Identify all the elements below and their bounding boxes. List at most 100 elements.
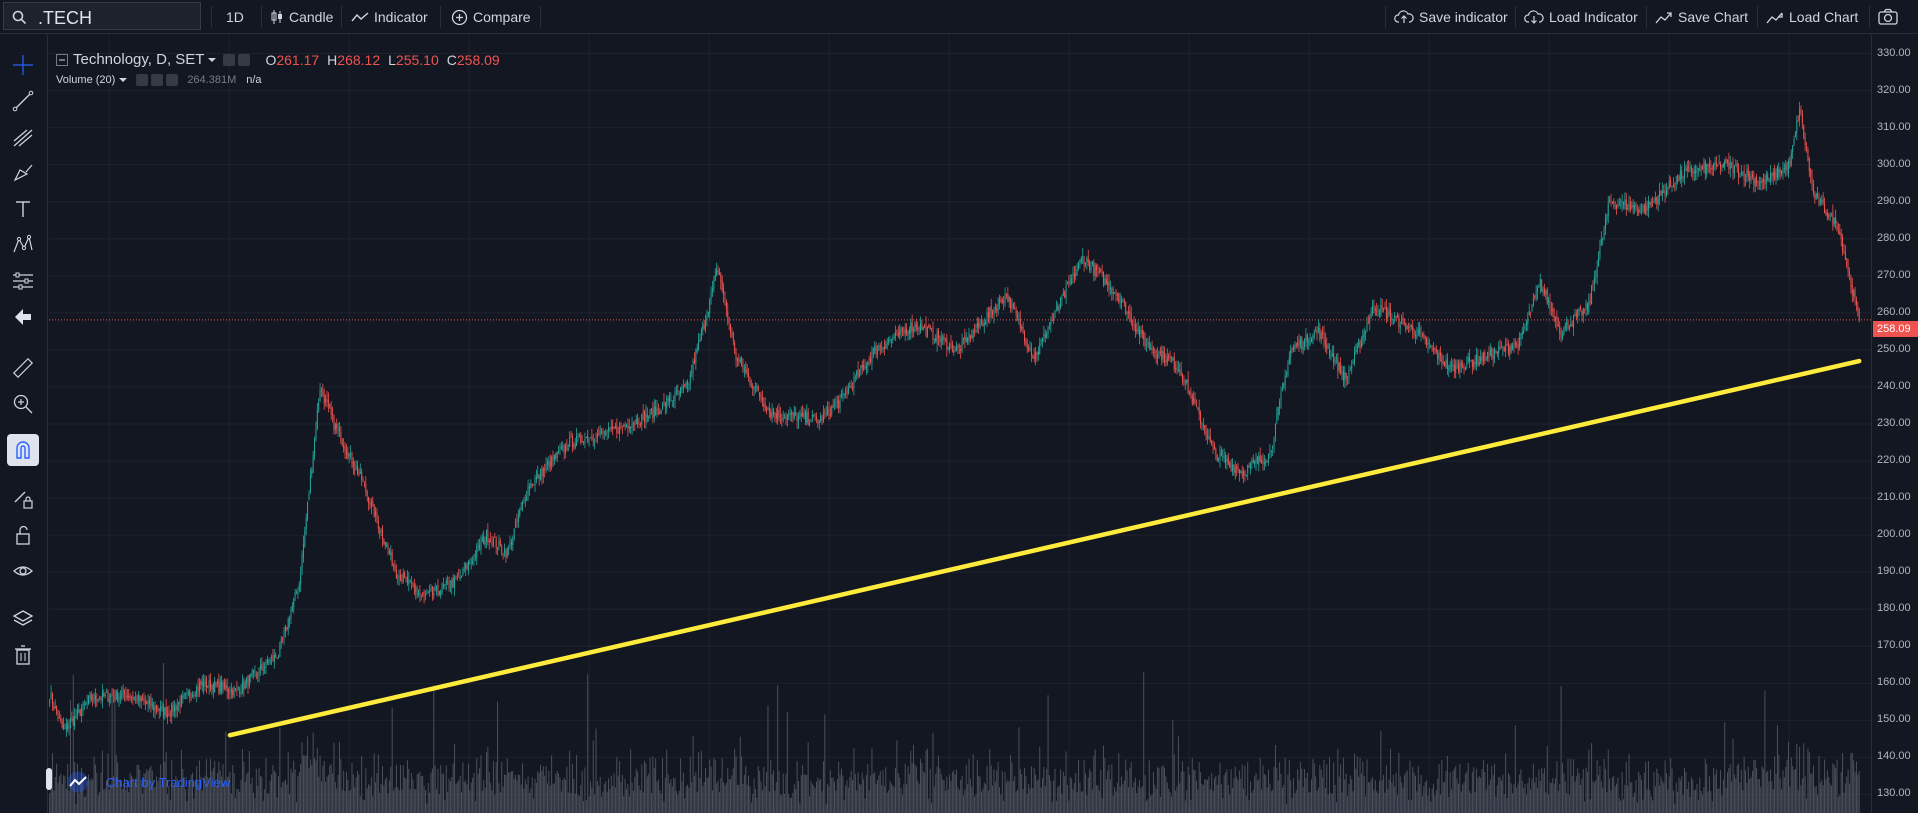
caret-down-icon[interactable] <box>118 75 128 85</box>
volume-bar <box>72 674 74 813</box>
hide-icon[interactable] <box>238 53 251 66</box>
volume-bar <box>1071 778 1073 813</box>
volume-bar <box>1266 787 1268 813</box>
save-indicator-button[interactable]: Save indicator <box>1394 0 1508 34</box>
volume-bar <box>1137 786 1139 813</box>
volume-bar <box>1186 790 1188 813</box>
series-title[interactable]: Technology, D, SET <box>73 51 205 68</box>
candle-body <box>72 717 74 726</box>
volume-bar <box>290 768 292 813</box>
pane-resize-handle[interactable] <box>46 768 52 790</box>
volume-bar <box>1111 764 1113 813</box>
candle-body <box>1408 327 1410 328</box>
volume-bar <box>1581 778 1583 813</box>
collapse-icon[interactable] <box>56 53 68 66</box>
measure-tool[interactable] <box>8 353 38 383</box>
volume-title[interactable]: Volume (20) <box>56 74 116 86</box>
volume-bar <box>269 780 271 813</box>
candle-body <box>936 331 938 344</box>
candle-body <box>1812 184 1814 194</box>
visibility-tool[interactable] <box>8 556 38 586</box>
crosshair-tool[interactable] <box>8 50 38 80</box>
compare-button[interactable]: Compare <box>451 0 531 34</box>
volume-bar <box>964 789 966 813</box>
candle-body <box>383 539 385 544</box>
volume-bar <box>505 775 507 813</box>
screenshot-button[interactable] <box>1877 0 1904 34</box>
volume-bar <box>1319 764 1321 813</box>
prediction-tool[interactable] <box>8 266 38 296</box>
price-chart[interactable] <box>49 35 1871 813</box>
candle-body <box>483 536 485 545</box>
volume-bar <box>1474 791 1476 813</box>
candle-body <box>83 704 85 706</box>
volume-bar <box>239 791 241 813</box>
candle-body <box>155 704 157 710</box>
volume-bar <box>742 783 744 813</box>
candle-body <box>1771 173 1773 176</box>
save-chart-button[interactable]: Save Chart <box>1655 0 1748 34</box>
volume-bar <box>906 784 908 813</box>
symbol-search[interactable]: .TECH <box>3 2 201 30</box>
volume-bar <box>1396 795 1398 813</box>
load-indicator-button[interactable]: Load Indicator <box>1524 0 1638 34</box>
load-chart-button[interactable]: Load Chart <box>1766 0 1858 34</box>
brush-tool[interactable] <box>8 158 38 188</box>
candle-body <box>652 408 654 419</box>
tradingview-credit[interactable]: Chart by TradingView <box>64 771 230 793</box>
candle-body <box>642 411 644 413</box>
magnet-tool[interactable] <box>7 434 39 466</box>
volume-bar <box>110 784 112 813</box>
candle-body <box>1201 424 1203 426</box>
lock-drawing-tool[interactable] <box>8 484 38 514</box>
interval-button[interactable]: 1D <box>226 0 244 34</box>
indicator-button[interactable]: Indicator <box>351 0 428 34</box>
pattern-tool[interactable] <box>8 230 38 260</box>
settings-icon[interactable] <box>223 53 236 66</box>
lock-tool[interactable] <box>8 520 38 550</box>
volume-bar <box>1317 787 1319 813</box>
back-arrow-tool[interactable] <box>8 302 38 332</box>
caret-down-icon[interactable] <box>207 55 217 65</box>
close-icon[interactable] <box>166 74 179 86</box>
volume-bar <box>1574 781 1576 813</box>
volume-bar <box>445 765 447 813</box>
candle-body <box>390 551 392 556</box>
volume-bar <box>599 776 601 813</box>
candle-body <box>1118 293 1120 303</box>
object-tree-tool[interactable] <box>8 604 38 634</box>
volume-bar <box>458 780 460 813</box>
candle-body <box>965 337 967 343</box>
symbol-input-value[interactable]: .TECH <box>38 8 92 28</box>
volume-bar <box>1252 789 1254 813</box>
candle-body <box>363 483 365 485</box>
candle-body <box>759 392 761 397</box>
volume-bar <box>1537 788 1539 813</box>
candle-body <box>1543 288 1545 294</box>
candle-body <box>556 451 558 459</box>
candle-body <box>512 537 514 546</box>
zoom-tool[interactable] <box>8 389 38 419</box>
volume-bar <box>112 776 114 813</box>
fib-tool[interactable] <box>8 122 38 152</box>
volume-bar <box>754 788 756 813</box>
candle-body <box>962 337 964 341</box>
candle-body <box>1363 330 1365 338</box>
candle-body <box>1534 295 1536 297</box>
text-tool[interactable] <box>8 194 38 224</box>
remove-drawings-tool[interactable] <box>8 640 38 670</box>
volume-bar <box>1580 784 1581 813</box>
trend-line-tool[interactable] <box>8 86 38 116</box>
yellow-trend-line[interactable] <box>227 358 1862 738</box>
settings-icon[interactable] <box>136 74 149 86</box>
candle-body <box>895 332 897 337</box>
volume-bar <box>678 790 680 813</box>
chart-type-button[interactable]: Candle <box>270 0 333 34</box>
volume-bar <box>107 753 109 813</box>
indicator-icon <box>351 12 369 22</box>
candle-body <box>1638 210 1640 213</box>
hide-icon[interactable] <box>151 74 164 86</box>
candle-body <box>1212 444 1214 447</box>
price-axis[interactable]: 130.00 140.00 150.00 160.00 170.00 180.00 190.… <box>1871 35 1918 813</box>
candle-body <box>418 592 420 595</box>
